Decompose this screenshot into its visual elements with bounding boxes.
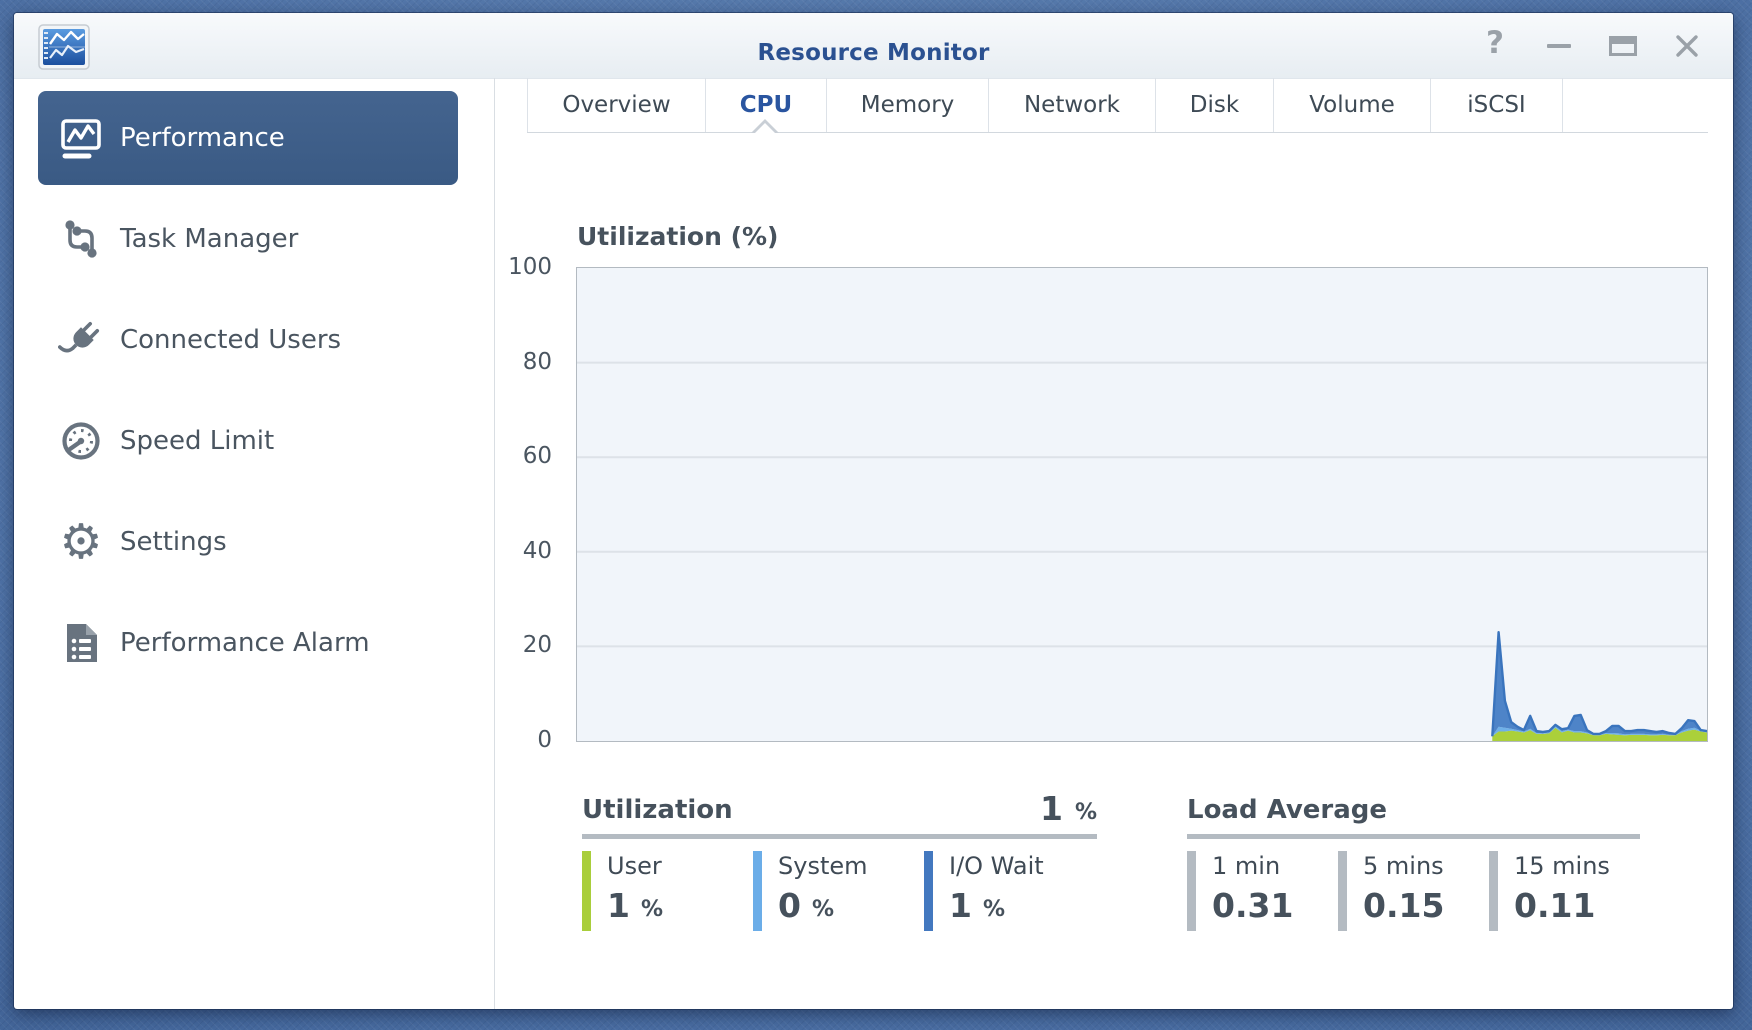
- sidebar-item-label: Performance: [120, 123, 285, 153]
- tab-cpu[interactable]: CPU: [706, 78, 827, 132]
- stat-value: 0.11: [1514, 886, 1596, 925]
- chart-canvas: [577, 361, 1708, 741]
- sidebar-item-settings[interactable]: ⚙ Settings: [38, 495, 458, 589]
- y-tick-label: 0: [537, 727, 552, 753]
- app-chart-icon: [38, 24, 90, 70]
- plug-icon: [56, 315, 106, 365]
- sidebar-item-label: Performance Alarm: [120, 628, 370, 658]
- load-swatch: [1187, 851, 1196, 931]
- stat-value: 0.31: [1212, 886, 1294, 925]
- sidebar-divider: [494, 78, 495, 1009]
- utilization-title: Utilization: [582, 795, 733, 825]
- tab-overview[interactable]: Overview: [528, 78, 706, 132]
- y-tick-label: 80: [522, 348, 552, 375]
- stat-value: 1: [607, 886, 630, 925]
- tab-network[interactable]: Network: [989, 78, 1156, 132]
- help-icon[interactable]: ?: [1486, 25, 1504, 61]
- resource-monitor-window: Resource Monitor ? Performance: [14, 13, 1733, 1009]
- stat-label: User: [607, 852, 662, 880]
- sidebar: Performance Task Manager: [14, 78, 494, 1009]
- sidebar-item-label: Speed Limit: [120, 426, 275, 456]
- titlebar: Resource Monitor ?: [14, 13, 1733, 79]
- sidebar-item-performance-alarm[interactable]: Performance Alarm: [38, 596, 458, 690]
- y-tick-label: 20: [522, 632, 552, 659]
- utilization-total-value: 1: [1039, 789, 1063, 828]
- stat-value: 1: [949, 886, 972, 925]
- close-icon[interactable]: [1670, 29, 1704, 63]
- tab-underline: [527, 132, 1708, 133]
- gauge-icon: [56, 416, 106, 466]
- stat-label: 5 mins: [1363, 852, 1444, 880]
- stat-value: 0: [778, 886, 801, 925]
- stats-row: Utilization 1 % User 1%: [582, 785, 1640, 931]
- sidebar-item-label: Task Manager: [120, 224, 299, 254]
- maximize-icon[interactable]: [1606, 29, 1640, 63]
- stat-label: 1 min: [1212, 852, 1281, 880]
- stat-load-5min: 5 mins 0.15: [1338, 851, 1489, 931]
- section-rule: [582, 834, 1097, 839]
- section-rule: [1187, 834, 1640, 839]
- stat-value: 0.15: [1363, 886, 1445, 925]
- stat-user: User 1%: [582, 851, 753, 931]
- tab-memory[interactable]: Memory: [827, 78, 989, 132]
- cpu-utilization-chart: [576, 267, 1708, 742]
- load-average-summary: Load Average 1 min 0.31 5 mins 0.15: [1187, 785, 1640, 931]
- stat-load-15min: 15 mins 0.11: [1489, 851, 1640, 931]
- utilization-summary: Utilization 1 % User 1%: [582, 785, 1097, 931]
- stat-label: System: [778, 852, 868, 880]
- sidebar-item-connected-users[interactable]: Connected Users: [38, 293, 458, 387]
- stat-load-1min: 1 min 0.31: [1187, 851, 1338, 931]
- load-swatch: [1489, 851, 1498, 931]
- sidebar-item-label: Settings: [120, 527, 227, 557]
- sidebar-item-label: Connected Users: [120, 325, 342, 355]
- tab-disk[interactable]: Disk: [1156, 78, 1274, 132]
- utilization-total-unit: %: [1074, 799, 1097, 825]
- y-axis-labels: 100 80 60 40 20 0: [444, 254, 562, 753]
- y-tick-label: 100: [508, 254, 552, 280]
- utilization-total: 1 %: [1040, 792, 1097, 825]
- chart-title: Utilization (%): [577, 222, 779, 251]
- gear-icon: ⚙: [59, 514, 103, 570]
- load-average-title: Load Average: [1187, 795, 1388, 825]
- sidebar-item-speed-limit[interactable]: Speed Limit: [38, 394, 458, 488]
- io-wait-color-swatch: [924, 851, 933, 931]
- stat-io-wait: I/O Wait 1%: [924, 851, 1095, 931]
- y-tick-label: 40: [522, 537, 552, 564]
- task-nodes-icon: [56, 214, 106, 264]
- tab-volume[interactable]: Volume: [1274, 78, 1431, 132]
- user-color-swatch: [582, 851, 591, 931]
- tab-bar: Overview CPU Memory Network Disk Volume …: [527, 78, 1563, 132]
- y-tick-label: 60: [522, 443, 552, 470]
- line-chart-icon: [56, 113, 106, 163]
- system-color-swatch: [753, 851, 762, 931]
- minimize-icon[interactable]: [1542, 29, 1576, 63]
- sidebar-item-task-manager[interactable]: Task Manager: [38, 192, 458, 286]
- load-swatch: [1338, 851, 1347, 931]
- sidebar-item-performance[interactable]: Performance: [38, 91, 458, 185]
- report-list-icon: [56, 618, 106, 668]
- window-title: Resource Monitor: [757, 40, 990, 66]
- stat-label: I/O Wait: [949, 852, 1044, 880]
- tab-iscsi[interactable]: iSCSI: [1431, 78, 1563, 132]
- stat-system: System 0%: [753, 851, 924, 931]
- stat-label: 15 mins: [1514, 852, 1610, 880]
- window-controls: ?: [1478, 13, 1704, 78]
